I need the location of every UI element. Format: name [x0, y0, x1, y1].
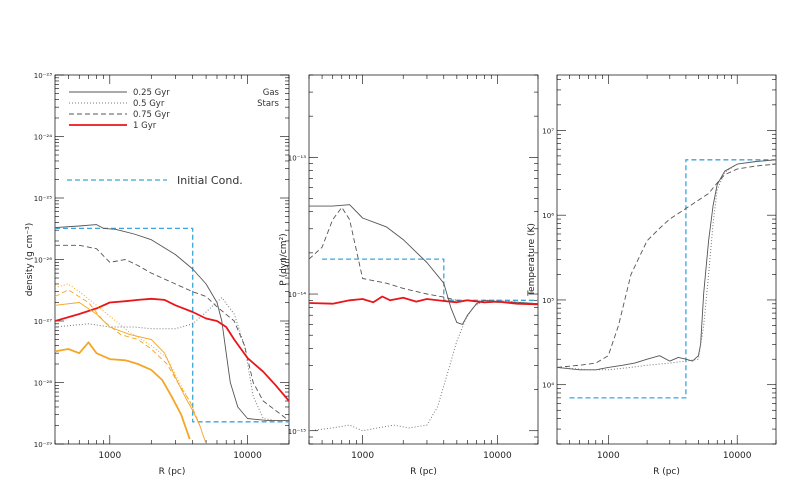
panel-3: 1000 10000 10⁷ 10⁶ 10⁵ 10⁴ R (pc) Temperature (…: [527, 74, 777, 477]
y-tick-label: 10⁵: [542, 297, 554, 305]
y-tick-label: 10⁻²⁸: [34, 380, 52, 388]
legend-label: 0.5 Gyr: [133, 99, 165, 109]
series-stars-1-gyr: [55, 341, 191, 440]
y-tick-label: 10⁻²⁹: [34, 441, 52, 449]
x-axis-label: R (pc): [410, 467, 437, 477]
x-tick-label: 1000: [98, 451, 121, 461]
series-0-75-gyr: [309, 206, 538, 305]
series-1-gyr: [309, 295, 538, 306]
y-tick-label: 10⁻¹⁴: [288, 291, 306, 299]
y-axis-label: density (g cm⁻³): [25, 223, 35, 297]
y-axis-label: P (dyn/cm²): [279, 233, 289, 285]
series-group: [309, 204, 538, 432]
x-tick-label: 10000: [483, 451, 512, 461]
y-tick-label: 10⁻²⁵: [34, 195, 52, 203]
series-gas-0-25-gyr: [55, 224, 289, 422]
x-axis-label: R (pc): [159, 467, 186, 477]
y-tick-label: 10⁶: [542, 212, 554, 220]
y-axis-label: Temperature (K): [527, 223, 537, 297]
x-tick-label: 1000: [351, 451, 374, 461]
series-gas-0-75-gyr: [55, 244, 289, 421]
legend-stars-label: Stars: [257, 99, 279, 109]
plot-frame: [308, 74, 539, 445]
legend-gas-label: Gas: [263, 88, 280, 98]
y-tick-label: 10⁻²⁷: [34, 318, 52, 326]
series-initial-cond-: [569, 159, 776, 399]
x-tick-label: 1000: [597, 451, 620, 461]
y-tick-label: 10⁴: [542, 382, 554, 390]
series-0-75-gyr: [557, 163, 776, 368]
series-stars-0-75-gyr: [55, 289, 201, 426]
y-tick-label: 10⁻¹⁵: [288, 428, 306, 436]
y-tick-label: 10⁻²⁶: [34, 257, 52, 265]
series-0-25-gyr: [309, 204, 538, 325]
x-tick-label: 10000: [723, 451, 752, 461]
series-group: [557, 159, 776, 399]
series-0-5-gyr: [309, 299, 538, 432]
series-gas-initial-cond-: [55, 227, 289, 423]
series-stars-0-25-gyr: [55, 302, 207, 444]
y-tick-label: 10⁻²⁴: [34, 134, 52, 142]
series-gas-1-gyr: [55, 297, 289, 402]
series-group: [55, 224, 289, 444]
series-initial-cond-: [322, 258, 538, 301]
series-gas-0-5-gyr: [55, 297, 289, 422]
series-stars-0-5-gyr: [55, 283, 194, 408]
legend-initial-label: Initial Cond.: [177, 174, 243, 187]
panel-1: 1000 10000 10⁻²³ 10⁻²⁴ 10⁻²⁵ 10⁻²⁶ 10⁻²⁷ 10⁻²⁸ 1…: [25, 72, 290, 477]
legend-label: 0.25 Gyr: [133, 88, 170, 98]
legend-label: 0.75 Gyr: [133, 110, 170, 120]
plot-frame: [54, 74, 290, 445]
series-0-25-gyr: [557, 159, 776, 371]
y-tick-label: 10⁷: [542, 127, 554, 135]
plot-frame: [556, 74, 777, 445]
series-0-5-gyr: [557, 159, 776, 371]
panel-2: 1000 10000 10⁻¹³ 10⁻¹⁴ 10⁻¹⁵ R (pc) P (dyn/cm²…: [279, 74, 539, 477]
legend-label: 1 Gyr: [133, 121, 157, 131]
x-axis-label: R (pc): [653, 467, 680, 477]
y-tick-label: 10⁻¹³: [288, 154, 306, 162]
x-tick-label: 10000: [233, 451, 262, 461]
y-tick-label: 10⁻²³: [34, 72, 52, 80]
